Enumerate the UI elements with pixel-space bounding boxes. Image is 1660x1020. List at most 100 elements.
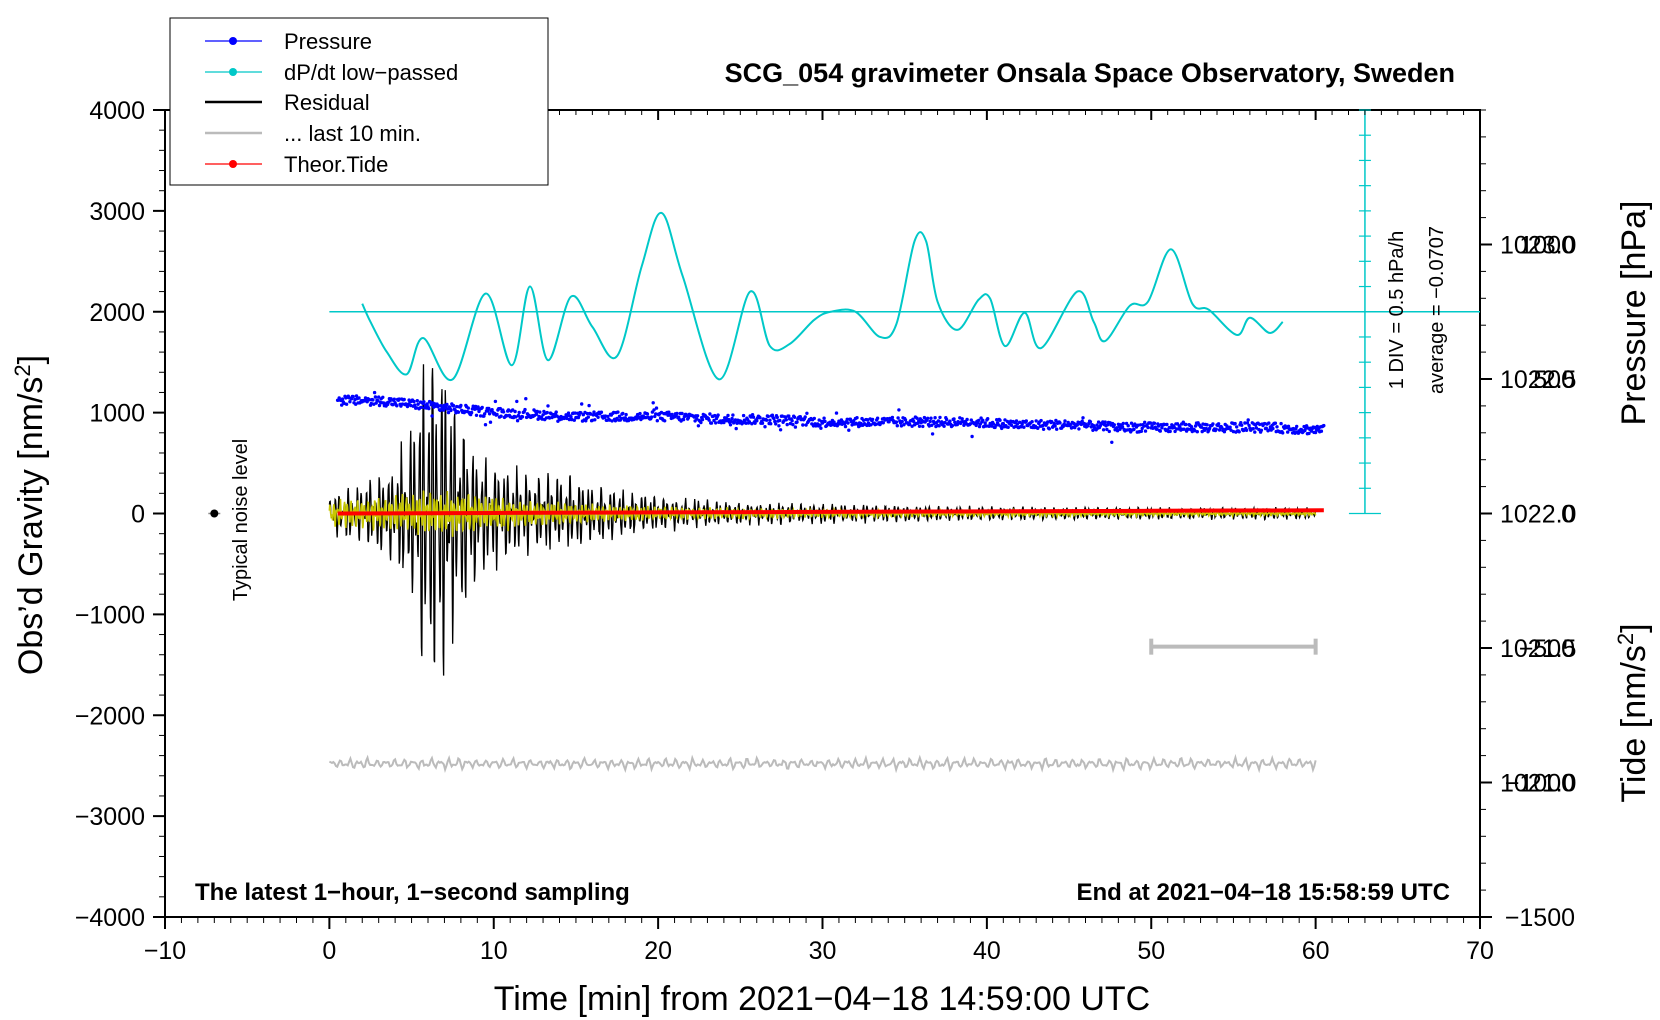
pressure-point — [1259, 428, 1264, 432]
pressure-point — [751, 415, 756, 419]
pressure-point — [726, 413, 730, 418]
pressure-point — [977, 418, 981, 423]
pressure-point — [619, 416, 623, 421]
pressure-point — [885, 417, 890, 421]
pressure-point — [709, 421, 714, 425]
pressure-point — [890, 415, 895, 420]
pressure-point — [731, 413, 735, 417]
pressure-point — [1313, 430, 1318, 435]
pressure-point — [734, 426, 738, 431]
pressure-point — [917, 424, 922, 428]
legend: Pressure dP/dt low−passed Residual ... l… — [169, 17, 549, 186]
pressure-point — [766, 414, 770, 419]
pressure-point — [823, 419, 827, 424]
gravity-tick-label: 3000 — [89, 198, 145, 226]
legend-sample-marker — [229, 68, 237, 76]
pressure-point — [520, 415, 525, 419]
pressure-point — [591, 413, 595, 417]
pressure-point — [1211, 422, 1215, 426]
pressure-tick-label: 1022.0 — [1500, 501, 1576, 529]
pressure-point — [1006, 425, 1010, 429]
pressure-point — [928, 419, 932, 424]
pressure-point — [1267, 421, 1271, 425]
pressure-point — [795, 420, 799, 424]
pressure-point — [480, 405, 484, 410]
pressure-point — [1088, 420, 1093, 424]
pressure-point — [894, 420, 899, 424]
pressure-point — [938, 415, 942, 420]
pressure-point — [1322, 423, 1326, 428]
pressure-point — [699, 420, 703, 425]
pressure-point — [1216, 422, 1221, 426]
pressure-point — [708, 412, 712, 416]
pressure-point — [1295, 424, 1299, 429]
pressure-point — [545, 410, 549, 415]
pressure-point — [1291, 426, 1296, 431]
pressure-point — [712, 418, 716, 423]
pressure-point — [412, 399, 416, 404]
pressure-point — [663, 419, 667, 423]
pressure-point — [774, 422, 778, 426]
pressure-point — [804, 423, 808, 427]
pressure-point — [577, 413, 581, 417]
pressure-point — [425, 402, 429, 406]
pressure-point — [415, 399, 419, 403]
pressure-point — [1101, 428, 1106, 432]
pressure-point — [1214, 427, 1218, 431]
gravity-tick-label: −1000 — [75, 601, 145, 629]
pressure-point — [524, 397, 528, 401]
pressure-point — [1143, 429, 1148, 433]
y-axis-title-pressure: Pressure [hPa] — [1615, 201, 1653, 426]
pressure-point — [843, 424, 848, 429]
pressure-point — [930, 423, 934, 427]
pressure-point — [569, 415, 573, 419]
pressure-point — [1022, 425, 1026, 429]
pressure-point — [948, 419, 952, 423]
pressure-point — [586, 415, 590, 419]
pressure-point — [389, 397, 393, 401]
pressure-series — [335, 390, 1326, 444]
chart-title: SCG_054 gravimeter Onsala Space Observat… — [725, 58, 1455, 88]
pressure-point — [1063, 419, 1067, 423]
pressure-point — [784, 418, 788, 422]
pressure-point — [495, 412, 499, 417]
pressure-point — [902, 423, 906, 427]
pressure-point — [1189, 425, 1194, 429]
pressure-point — [763, 425, 767, 429]
pressure-point — [1050, 420, 1054, 424]
pressure-point — [855, 416, 859, 420]
pressure-point — [593, 418, 597, 422]
pressure-point — [1281, 431, 1285, 435]
gravity-tick-label: 4000 — [89, 97, 145, 125]
pressure-point — [513, 409, 517, 414]
pressure-point — [1253, 430, 1257, 434]
pressure-point — [1000, 426, 1004, 431]
pressure-point — [910, 424, 914, 428]
last10min-line — [328, 753, 1317, 774]
pressure-point — [1200, 429, 1204, 434]
x-tick-label: 50 — [1137, 937, 1165, 965]
pressure-point — [610, 419, 614, 423]
pressure-point — [459, 403, 463, 408]
pressure-point — [729, 419, 733, 423]
pressure-point — [798, 415, 802, 419]
pressure-point — [1240, 423, 1244, 427]
y-axis-title-gravity: Obs’d Gravity [nm/s2] — [10, 355, 51, 675]
pressure-point — [652, 408, 656, 412]
pressure-point — [572, 418, 576, 422]
pressure-point — [792, 415, 797, 419]
pressure-point — [968, 422, 973, 426]
pressure-point — [1258, 422, 1262, 427]
pressure-point — [681, 417, 686, 422]
pressure-point — [523, 407, 527, 412]
pressure-point — [373, 395, 378, 399]
pressure-point — [1247, 423, 1251, 428]
pressure-point — [912, 419, 916, 424]
pressure-point — [1138, 423, 1143, 427]
pressure-point — [1018, 420, 1022, 424]
y-axis-title-gravity-main: Obs’d Gravity [nm/s — [12, 377, 50, 676]
pressure-point — [1264, 426, 1269, 430]
pressure-point — [960, 417, 964, 421]
tide-tick-label: 500 — [1533, 366, 1575, 394]
pressure-point — [730, 416, 734, 421]
